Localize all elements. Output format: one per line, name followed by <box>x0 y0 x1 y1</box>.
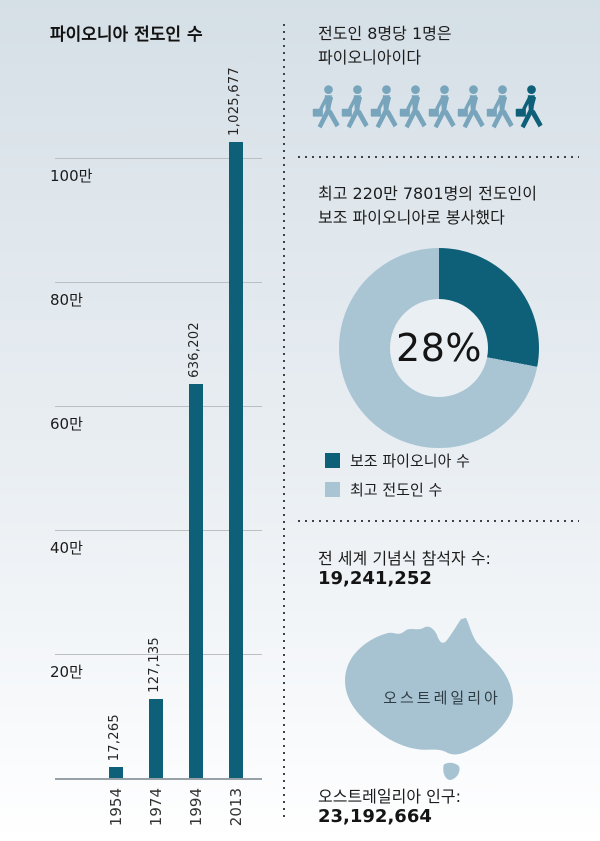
bar <box>189 384 203 778</box>
x-axis-baseline <box>55 778 262 780</box>
australia-map-label: 오스트레일리아 <box>383 689 501 707</box>
bar-value-label: 127,135 <box>147 637 162 693</box>
donut-legend: 보조 파이오니아 수 최고 전도인 수 <box>325 450 470 500</box>
bar <box>229 142 243 778</box>
people-pictograph <box>312 84 544 132</box>
x-axis-year-label: 1954 <box>107 788 125 827</box>
page-title: 파이오니아 전도인 수 <box>50 25 203 45</box>
tasmania <box>443 762 460 780</box>
donut-chart: 28% <box>339 248 539 448</box>
x-axis-year-label: 1994 <box>187 788 205 827</box>
legend-row-aux-pioneers: 보조 파이오니아 수 <box>325 450 470 471</box>
bar-value-label: 1,025,677 <box>227 67 242 136</box>
y-tick-label: 40만 <box>50 539 83 557</box>
dotted-separator-2 <box>298 520 579 522</box>
bar <box>109 767 123 778</box>
ratio-heading-line1: 전도인 8명당 1명은 <box>318 24 452 43</box>
y-gridline <box>55 158 262 159</box>
legend-label-aux-pioneers: 보조 파이오니아 수 <box>350 452 470 470</box>
publisher-person-icon <box>457 85 485 129</box>
publisher-person-icon <box>341 85 369 129</box>
memorial-label: 전 세계 기념식 참석자 수: <box>318 549 491 568</box>
population-value: 23,192,664 <box>318 806 432 827</box>
publisher-person-icon <box>486 85 514 129</box>
bar <box>149 699 163 778</box>
aux-heading-line1: 최고 220만 7801명의 전도인이 <box>318 184 537 203</box>
y-tick-label: 80만 <box>50 291 83 309</box>
y-tick-label: 60만 <box>50 415 83 433</box>
population-label: 오스트레일리아 인구: <box>318 787 461 806</box>
ratio-heading: 전도인 8명당 1명은 파이오니아이다 <box>318 22 452 70</box>
publisher-person-icon <box>399 85 427 129</box>
y-gridline <box>55 654 262 655</box>
y-gridline <box>55 530 262 531</box>
pioneer-person-icon <box>515 85 543 129</box>
publisher-person-icon <box>370 85 398 129</box>
aux-heading: 최고 220만 7801명의 전도인이 보조 파이오니아로 봉사했다 <box>318 182 537 230</box>
publisher-person-icon <box>428 85 456 129</box>
legend-swatch-dark <box>325 453 340 468</box>
donut-center-label: 28% <box>396 326 482 370</box>
legend-swatch-light <box>325 482 340 497</box>
bar-value-label: 17,265 <box>107 713 122 761</box>
y-gridline <box>55 406 262 407</box>
legend-label-peak-publishers: 최고 전도인 수 <box>350 481 443 499</box>
vertical-dotted-divider <box>283 24 285 820</box>
donut-hole: 28% <box>390 299 488 397</box>
y-tick-label: 20만 <box>50 663 83 681</box>
dotted-separator-1 <box>298 156 579 158</box>
publisher-person-icon <box>312 85 340 129</box>
bar-value-label: 636,202 <box>187 322 202 378</box>
memorial-value: 19,241,252 <box>318 568 432 589</box>
y-gridline <box>55 282 262 283</box>
x-axis-year-label: 2013 <box>227 788 245 827</box>
legend-row-peak-publishers: 최고 전도인 수 <box>325 479 470 500</box>
y-tick-label: 100만 <box>50 167 93 185</box>
x-axis-year-label: 1974 <box>147 788 165 827</box>
australia-mainland <box>345 617 513 755</box>
australia-map <box>338 616 546 780</box>
ratio-heading-line2: 파이오니아이다 <box>318 48 422 67</box>
aux-heading-line2: 보조 파이오니아로 봉사했다 <box>318 208 505 227</box>
